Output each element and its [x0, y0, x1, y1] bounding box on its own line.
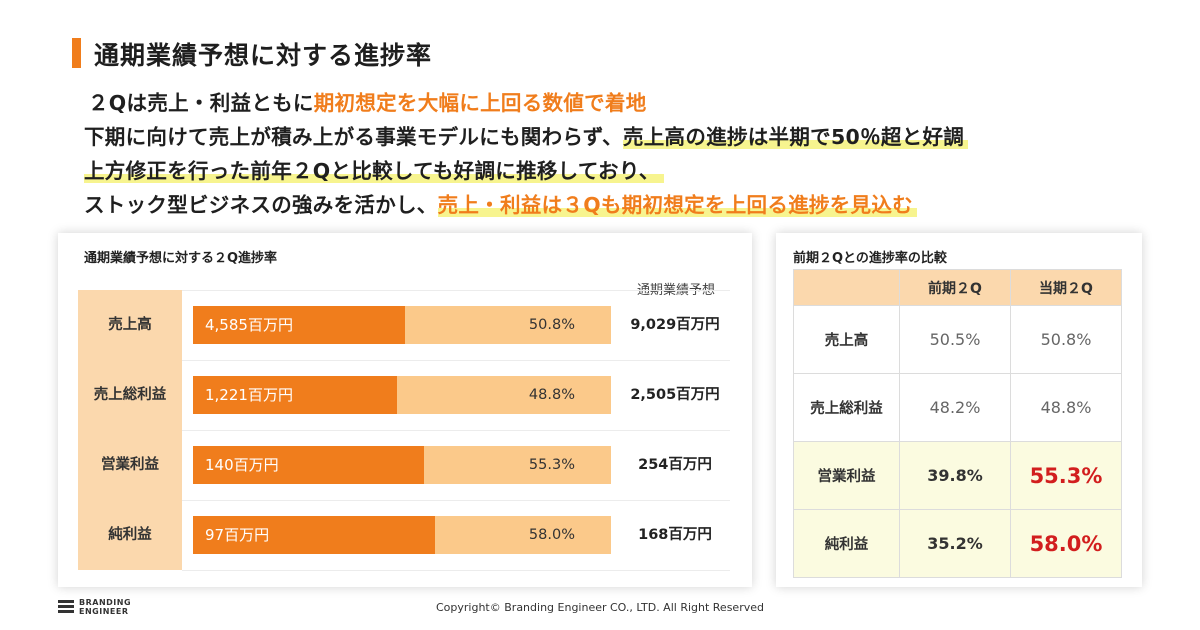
forecast-value: 168百万円: [638, 527, 712, 543]
message-line-1-text: ２Qは売上・利益ともに: [88, 91, 314, 115]
logo-mark-icon: [58, 600, 74, 613]
comparison-header-blank: [793, 269, 900, 306]
row-divider: [182, 500, 730, 501]
bar-percent-label: 55.3%: [528, 457, 575, 473]
slide-title: 通期業績予想に対する進捗率: [94, 41, 433, 70]
comparison-table-header-row: 前期２Q 当期２Q: [793, 269, 1122, 306]
forecast-column-header: 通期業績予想: [636, 283, 715, 298]
progress-chart-title: 通期業績予想に対する２Q進捗率: [84, 251, 278, 266]
bar-percent-label: 50.8%: [528, 317, 575, 333]
category-label: 営業利益: [101, 457, 159, 473]
comparison-header-curr: 当期２Q: [1010, 269, 1122, 306]
progress-bar-fill: [193, 306, 405, 344]
comparison-header-prev: 前期２Q: [899, 269, 1011, 306]
logo-line-1: BRANDING: [79, 598, 132, 607]
progress-bar-fill: [193, 446, 424, 484]
comparison-row-label: 営業利益: [793, 441, 900, 510]
comparison-row-label: 純利益: [793, 509, 900, 578]
curr-period-value: 58.0%: [1010, 509, 1122, 578]
message-line-4: ストック型ビジネスの強みを活かし、売上・利益は３Qも期初想定を上回る進捗を見込む: [84, 188, 968, 222]
comparison-table-panel: 前期２Qとの進捗率の比較 前期２Q 当期２Q 売上高 50.5% 50.8% 売上総利…: [776, 233, 1142, 587]
row-divider: [182, 360, 730, 361]
bar-amount-label: 97百万円: [205, 526, 270, 544]
bar-amount-label: 4,585百万円: [205, 316, 293, 334]
message-line-1-emphasis: 期初想定を大幅に上回る数値で着地: [313, 91, 647, 115]
progress-bar-track: 4,585百万円 50.8%: [193, 306, 611, 344]
progress-bar-fill: [193, 516, 435, 554]
category-label: 売上総利益: [93, 387, 167, 403]
prev-period-value: 39.8%: [899, 441, 1011, 510]
message-line-2-highlight: 売上高の進捗は半期で50％超と好調: [622, 125, 969, 149]
row-divider: [182, 570, 730, 571]
message-line-3-highlight: 上方修正を行った前年２Qと比較しても好調に推移しており、: [84, 159, 664, 183]
prev-period-value: 50.5%: [899, 305, 1011, 374]
bar-percent-label: 58.0%: [528, 527, 575, 543]
message-line-2: 下期に向けて売上が積み上がる事業モデルにも関わらず、売上高の進捗は半期で50％超…: [84, 120, 969, 154]
message-line-3: 上方修正を行った前年２Qと比較しても好調に推移しており、: [84, 154, 968, 188]
progress-bar-track: 97百万円 58.0%: [193, 516, 611, 554]
progress-chart-panel: 通期業績予想に対する２Q進捗率 通期業績予想 売上高売上総利益営業利益純利益 4…: [58, 233, 752, 587]
curr-period-value: 55.3%: [1010, 441, 1122, 510]
category-label: 純利益: [108, 527, 152, 543]
comparison-row-label: 売上総利益: [793, 373, 900, 442]
comparison-table: 前期２Q 当期２Q 売上高 50.5% 50.8% 売上総利益 48.2% 48.8% 営業…: [793, 269, 1122, 578]
copyright-text: Copyright© Branding Engineer CO., LTD. A…: [436, 601, 764, 614]
row-divider: [182, 430, 730, 431]
bar-percent-label: 48.8%: [528, 387, 575, 403]
message-line-2-text: 下期に向けて売上が積み上がる事業モデルにも関わらず、: [84, 125, 623, 149]
row-divider: [182, 290, 730, 291]
progress-bar-track: 1,221百万円 48.8%: [193, 376, 611, 414]
key-messages: ２Qは売上・利益ともに期初想定を大幅に上回る数値で着地 下期に向けて売上が積み上…: [84, 86, 969, 222]
forecast-value: 9,029百万円: [630, 317, 720, 333]
comparison-row: 売上高 50.5% 50.8%: [793, 305, 1122, 374]
prev-period-value: 48.2%: [899, 373, 1011, 442]
message-line-4-text: ストック型ビジネスの強みを活かし、: [84, 193, 438, 217]
logo-wordmark: BRANDING ENGINEER: [79, 598, 132, 616]
prev-period-value: 35.2%: [899, 509, 1011, 578]
category-label-column: 売上高売上総利益営業利益純利益: [78, 290, 182, 570]
bar-amount-label: 140百万円: [205, 456, 279, 474]
progress-bar-track: 140百万円 55.3%: [193, 446, 611, 484]
comparison-table-body: 売上高 50.5% 50.8% 売上総利益 48.2% 48.8% 営業利益 39.8% 55.…: [793, 305, 1122, 578]
comparison-row: 売上総利益 48.2% 48.8%: [793, 373, 1122, 442]
curr-period-value: 50.8%: [1010, 305, 1122, 374]
comparison-row-label: 売上高: [793, 305, 900, 374]
comparison-row: 営業利益 39.8% 55.3%: [793, 441, 1122, 510]
bar-amount-label: 1,221百万円: [205, 386, 293, 404]
message-line-1: ２Qは売上・利益ともに期初想定を大幅に上回る数値で着地: [84, 86, 968, 120]
comparison-row: 純利益 35.2% 58.0%: [793, 509, 1122, 578]
forecast-value: 2,505百万円: [630, 387, 720, 403]
comparison-table-title: 前期２Qとの進捗率の比較: [793, 251, 947, 266]
title-accent-bar: [72, 38, 81, 68]
curr-period-value: 48.8%: [1010, 373, 1122, 442]
progress-bar-fill: [193, 376, 397, 414]
forecast-value: 254百万円: [638, 457, 712, 473]
message-line-4-emphasis: 売上・利益は３Qも期初想定を上回る進捗を見込む: [437, 193, 917, 217]
logo-line-2: ENGINEER: [79, 606, 129, 616]
category-label: 売上高: [108, 317, 152, 333]
